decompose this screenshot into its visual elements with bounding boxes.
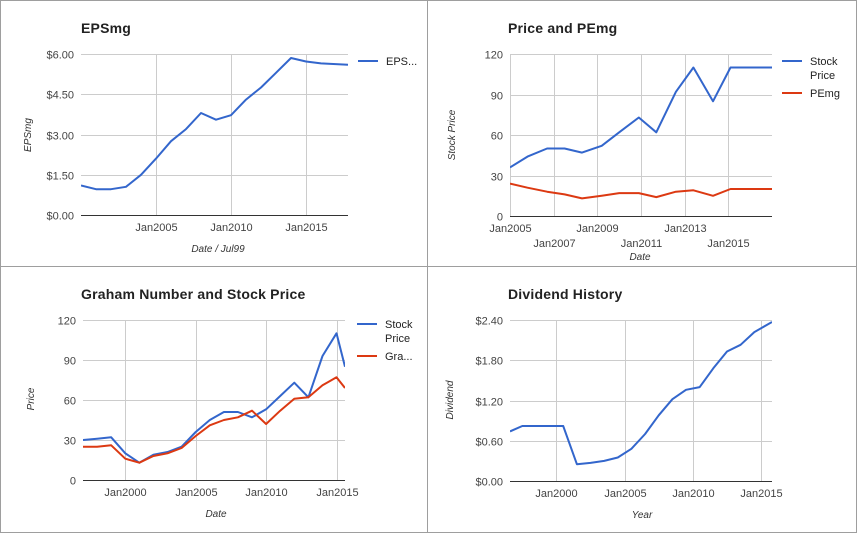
y-tick-label: $6.00 <box>46 50 74 62</box>
series-line-eps-0 <box>81 57 348 191</box>
chart-panel-eps: EPSmg $0.00 $1.50 $3.00 $4.50 $6.00 Jan2005 Ja… <box>0 0 428 267</box>
series-line-price-pe-0 <box>510 66 772 169</box>
x-tick-label: Jan2015 <box>707 238 749 250</box>
chart-title-eps: EPSmg <box>81 20 132 36</box>
x-tick-label: Jan2010 <box>210 222 252 234</box>
x-tick-label: Jan2009 <box>576 223 618 235</box>
x-axis-title: Date <box>629 252 651 263</box>
y-tick-label: 30 <box>64 436 76 448</box>
chart-svg-graham: 0 30 60 90 120 Jan2000 Jan2005 Jan2010 Jan2015 Da… <box>26 316 413 521</box>
y-axis-title: Price <box>26 387 37 410</box>
x-tick-label: Jan2005 <box>135 222 177 234</box>
y-tick-label: 90 <box>64 356 76 368</box>
y-tick-label: $1.80 <box>475 356 503 368</box>
x-tick-label: Jan2000 <box>104 487 146 499</box>
y-tick-label: $0.00 <box>46 211 74 223</box>
x-tick-label: Jan2007 <box>533 238 575 250</box>
x-tick-label: Jan2015 <box>285 222 327 234</box>
x-tick-label: Jan2015 <box>740 488 782 500</box>
chart-svg-dividend: $0.00 $0.60 $1.20 $1.80 $2.40 Jan2000 Jan2005 J… <box>445 316 783 522</box>
x-tick-label: Jan2013 <box>664 223 706 235</box>
legend-label-0: Stock <box>385 319 413 331</box>
legend-label-0: Stock <box>810 56 838 68</box>
y-tick-label: $4.50 <box>46 90 74 102</box>
y-tick-label: 60 <box>491 131 503 143</box>
x-tick-label: Jan2011 <box>621 238 662 250</box>
chart-panel-graham: Graham Number and Stock Price 0 30 60 90 120… <box>0 266 428 533</box>
chart-title-price-pe: Price and PEmg <box>508 20 618 36</box>
chart-title-graham: Graham Number and Stock Price <box>81 286 306 302</box>
series-line-graham-0 <box>83 332 345 464</box>
x-axis-title: Year <box>632 510 653 521</box>
y-axis-title: EPSmg <box>23 118 34 152</box>
chart-svg-price-pe: 0306090120Jan2005Jan2007Jan2009Jan2011Ja… <box>447 50 840 264</box>
y-tick-label: $1.50 <box>46 171 74 183</box>
y-tick-label: 90 <box>491 91 503 103</box>
legend-label-1: PEmg <box>810 88 840 100</box>
y-tick-label: 0 <box>70 476 76 488</box>
x-tick-label: Jan2015 <box>316 487 358 499</box>
x-tick-label: Jan2005 <box>489 223 531 235</box>
chart-panel-dividend: Dividend History $0.00 $0.60 $1.20 $1.80 $2.… <box>427 266 857 533</box>
series-line-dividend-0 <box>510 321 772 466</box>
series-line-price-pe-1 <box>510 182 772 200</box>
y-axis-title: Stock Price <box>447 109 458 160</box>
y-tick-label: $1.20 <box>475 397 503 409</box>
x-tick-label: Jan2010 <box>672 488 714 500</box>
chart-panel-price-pe: Price and PEmg 0 30 60 90 120 Jan2005 Jan2007 J… <box>427 0 857 267</box>
y-tick-label: 30 <box>491 172 503 184</box>
y-tick-label: $0.00 <box>475 477 503 489</box>
legend-label-0: Price <box>385 333 410 345</box>
legend-label-0: EPS... <box>386 56 417 68</box>
x-axis-title: Date / Jul99 <box>191 244 245 255</box>
chart-svg-eps: $0.00 $1.50 $3.00 $4.50 $6.00 Jan2005 Jan2010 J… <box>23 50 417 256</box>
y-tick-label: 120 <box>485 50 503 62</box>
legend-label-1: Gra... <box>385 351 413 363</box>
series-line-graham-1 <box>83 376 345 464</box>
x-tick-label: Jan2005 <box>175 487 217 499</box>
x-axis-title: Date <box>205 509 227 520</box>
legend-label-0: Price <box>810 70 835 82</box>
y-tick-label: 0 <box>497 212 503 224</box>
y-tick-label: $3.00 <box>46 131 74 143</box>
x-tick-label: Jan2000 <box>535 488 577 500</box>
y-tick-label: $2.40 <box>475 316 503 328</box>
y-tick-label: 60 <box>64 396 76 408</box>
y-tick-label: 120 <box>58 316 76 328</box>
chart-title-dividend: Dividend History <box>508 286 623 302</box>
x-tick-label: Jan2005 <box>604 488 646 500</box>
y-axis-title: Dividend <box>445 380 456 419</box>
x-tick-label: Jan2010 <box>245 487 287 499</box>
y-tick-label: $0.60 <box>475 437 503 449</box>
